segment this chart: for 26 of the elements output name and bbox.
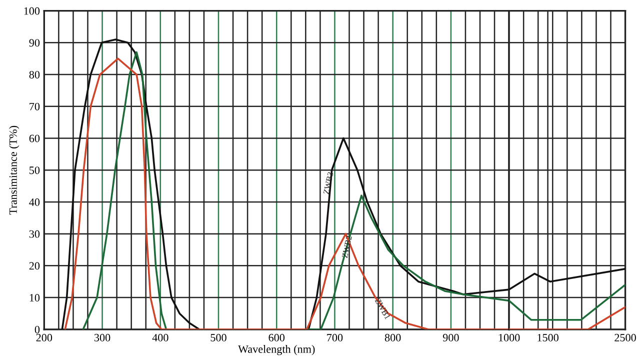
y-tick-label: 100: [24, 7, 40, 15]
x-tick-label: 1000: [498, 334, 520, 342]
x-tick-label: 500: [210, 334, 226, 342]
x-tick-label: 200: [36, 334, 52, 342]
x-tick-label: 1500: [538, 334, 558, 342]
y-tick-label: 80: [29, 70, 40, 78]
y-tick-label: 30: [29, 230, 40, 238]
text: ZWB2: [342, 236, 352, 258]
y-axis-title: Transimitance (T%): [9, 126, 20, 215]
x-tick-label: 300: [94, 334, 110, 342]
y-tick-label: 10: [30, 294, 40, 302]
x-tick-label: 800: [384, 334, 401, 342]
y-tick-label: 20: [29, 262, 40, 270]
x-axis-title: Wavelength (nm): [238, 345, 315, 356]
y-tick-label: 60: [29, 134, 40, 142]
y-tick-label: 0: [34, 326, 40, 334]
y-tick-label: 50: [30, 166, 40, 174]
x-tick-label: 700: [327, 334, 343, 342]
x-tick-label: 900: [442, 334, 459, 342]
y-tick-label: 90: [29, 39, 40, 47]
y-tick-label: 70: [30, 102, 40, 110]
x-tick-label: 400: [152, 334, 168, 342]
text: ZWB3: [323, 172, 334, 194]
x-tick-label: 2500: [614, 334, 636, 342]
x-tick-label: 600: [268, 334, 285, 342]
y-tick-label: 40: [29, 198, 40, 206]
